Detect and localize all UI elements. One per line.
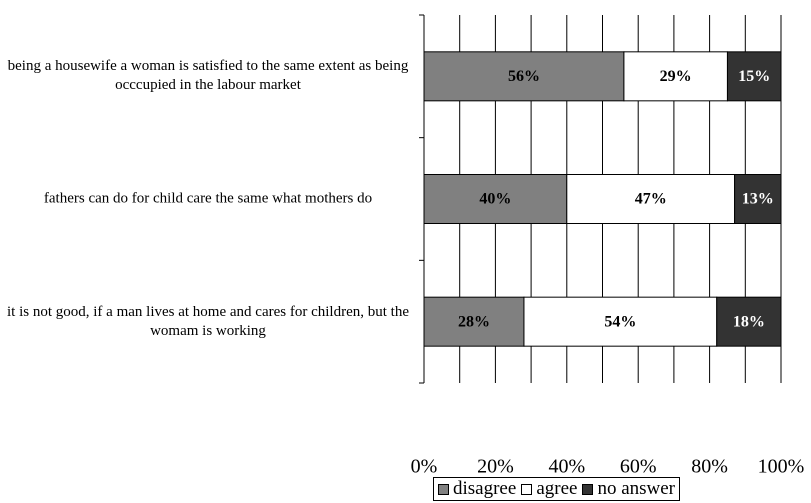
value-label: 13% (742, 191, 774, 208)
category-label: it is not good, if a man lives at home a… (7, 303, 409, 339)
bar-segment (423, 296, 525, 347)
legend-item: agree (521, 478, 577, 500)
x-tick-label: 100% (758, 456, 805, 478)
category-label: being a housewife a woman is satisfied t… (7, 58, 409, 94)
legend-label: agree (536, 478, 578, 499)
bar-segment (566, 174, 736, 224)
value-label: 54% (604, 313, 636, 330)
legend-label: disagree (453, 478, 517, 499)
bar-segment (734, 174, 782, 224)
legend-swatch (438, 483, 449, 495)
legend-item: no answer (582, 478, 675, 500)
x-tick-label: 0% (411, 456, 438, 478)
value-label: 56% (508, 68, 540, 85)
legend-swatch (521, 483, 533, 495)
x-tick-label: 60% (620, 456, 657, 478)
legend-label: no answer (597, 478, 676, 499)
category-label: fathers can do for child care the same w… (43, 190, 373, 207)
bar-segment (523, 296, 718, 347)
legend-item: disagree (438, 478, 516, 500)
value-label: 18% (733, 313, 765, 330)
x-tick-label: 80% (691, 456, 728, 478)
x-tick-label: 40% (548, 456, 585, 478)
legend: disagree agree no answer (433, 477, 681, 501)
value-label: 15% (738, 68, 770, 85)
bar-segment (716, 296, 782, 347)
x-tick-label: 20% (477, 456, 514, 478)
value-label: 47% (635, 191, 667, 208)
bar-segment (623, 51, 728, 102)
bar-segment (423, 51, 625, 102)
legend-swatch (582, 483, 594, 495)
bar-segment (423, 174, 568, 224)
value-label: 29% (660, 68, 692, 85)
value-label: 40% (479, 191, 511, 208)
value-label: 28% (458, 313, 490, 330)
bar-segment (726, 51, 782, 102)
